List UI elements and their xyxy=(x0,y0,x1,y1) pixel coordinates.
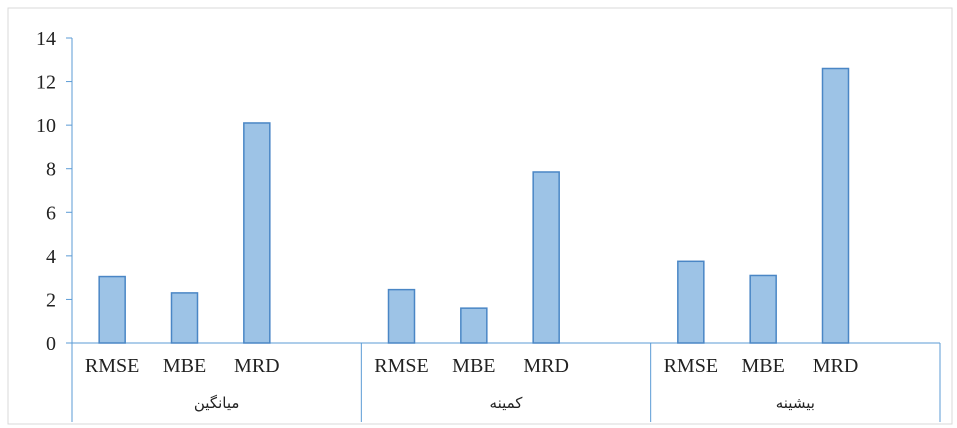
bar-mbe xyxy=(749,274,777,344)
category-label: MBE xyxy=(741,355,784,377)
chart-frame xyxy=(7,7,953,425)
category-label: MBE xyxy=(452,355,495,377)
bar-mrd xyxy=(243,122,271,344)
bar-rmse xyxy=(677,260,705,344)
group-label: بیشینه xyxy=(776,394,815,412)
y-tick-label: 4 xyxy=(46,246,56,268)
y-tick-label: 6 xyxy=(46,202,56,224)
y-tick-label: 8 xyxy=(46,159,56,181)
y-tick-label: 2 xyxy=(46,289,56,311)
y-tick-label: 10 xyxy=(36,115,56,137)
category-label: RMSE xyxy=(374,355,428,377)
category-label: MRD xyxy=(813,355,859,377)
bar-rmse xyxy=(387,288,416,344)
bar-mrd xyxy=(821,67,850,344)
bar-rmse xyxy=(98,275,126,344)
category-label: MRD xyxy=(523,355,569,377)
y-tick-label: 14 xyxy=(36,28,56,50)
category-label: RMSE xyxy=(664,355,718,377)
category-label: MBE xyxy=(163,355,206,377)
bar-mbe xyxy=(460,307,488,344)
bar-mrd xyxy=(532,171,560,344)
y-tick-label: 12 xyxy=(36,72,56,94)
group-label: کمینه xyxy=(490,394,524,412)
category-label: MRD xyxy=(234,355,280,377)
y-tick-label: 0 xyxy=(46,333,56,355)
category-label: RMSE xyxy=(85,355,139,377)
group-label: میانگین xyxy=(194,394,240,412)
bar-mbe xyxy=(170,292,199,344)
